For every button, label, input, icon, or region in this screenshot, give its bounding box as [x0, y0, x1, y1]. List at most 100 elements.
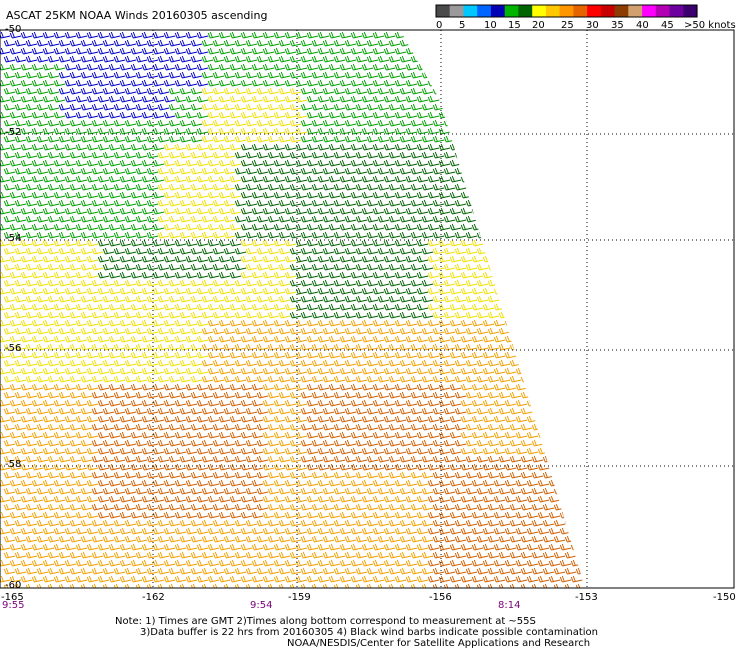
wind-barb	[300, 247, 313, 255]
wind-barb	[135, 135, 148, 143]
wind-barb	[130, 447, 143, 455]
wind-barb	[300, 487, 313, 495]
wind-barb	[548, 479, 561, 487]
wind-barb	[311, 487, 324, 495]
wind-barb	[410, 311, 423, 319]
wind-barb	[64, 159, 77, 167]
wind-barb	[69, 343, 82, 351]
wind-barb	[328, 191, 341, 199]
wind-barb	[174, 479, 187, 487]
wind-barb	[372, 319, 385, 327]
wind-barb	[372, 95, 385, 103]
wind-barb	[531, 263, 544, 271]
wind-barb	[86, 431, 99, 439]
wind-barb	[218, 447, 231, 455]
wind-barb	[102, 119, 115, 127]
wind-barb	[256, 535, 269, 543]
wind-barb	[333, 87, 346, 95]
wind-barb	[14, 551, 27, 559]
wind-barb	[317, 543, 330, 551]
wind-barb	[388, 183, 401, 191]
wind-barb	[124, 263, 137, 271]
wind-barb	[410, 519, 423, 527]
wind-barb	[427, 79, 440, 87]
wind-barb	[361, 399, 374, 407]
wind-barb	[53, 79, 66, 87]
wind-barb	[289, 375, 302, 383]
wind-barb	[388, 39, 401, 47]
wind-barb	[97, 559, 110, 567]
wind-barb	[515, 287, 528, 295]
wind-barb	[443, 247, 456, 255]
wind-barb	[295, 399, 308, 407]
wind-barb	[587, 168, 598, 174]
wind-barb	[14, 487, 27, 495]
wind-barb	[179, 39, 192, 47]
wind-barb	[157, 295, 170, 303]
wind-barb	[575, 535, 585, 543]
wind-barb	[234, 199, 247, 207]
wind-barb	[575, 39, 585, 47]
wind-barb	[520, 503, 533, 511]
wind-barb	[542, 407, 555, 415]
wind-barb	[251, 303, 264, 311]
wind-barb	[168, 519, 181, 527]
wind-barb	[344, 455, 357, 463]
wind-barb	[36, 327, 49, 335]
wind-barb	[36, 135, 49, 143]
wind-barb	[146, 503, 159, 511]
wind-barb	[498, 535, 511, 543]
wind-barb	[471, 191, 484, 199]
wind-barb	[311, 567, 324, 575]
wind-barb	[86, 127, 99, 135]
wind-barb	[482, 303, 495, 311]
wind-barb	[377, 519, 390, 527]
wind-barb	[317, 191, 330, 199]
wind-barb	[185, 175, 198, 183]
wind-barb	[300, 359, 313, 367]
legend-swatch	[532, 5, 547, 17]
wind-barb	[465, 359, 478, 367]
wind-barb	[394, 319, 407, 327]
wind-barb	[179, 551, 192, 559]
wind-barb	[465, 167, 478, 175]
wind-barb	[427, 287, 440, 295]
wind-barb	[119, 383, 132, 391]
wind-barb	[311, 407, 324, 415]
wind-barb	[361, 495, 374, 503]
wind-barb	[25, 119, 38, 127]
wind-barb	[174, 175, 187, 183]
wind-barb	[322, 231, 335, 239]
wind-barb	[311, 423, 324, 431]
wind-barb	[36, 567, 49, 575]
wind-barb	[97, 31, 110, 39]
wind-barb	[564, 519, 577, 527]
wind-barb	[234, 215, 247, 223]
wind-barb	[295, 447, 308, 455]
wind-barb	[471, 111, 484, 119]
wind-barb	[196, 143, 209, 151]
wind-barb	[405, 223, 418, 231]
wind-barb	[509, 391, 522, 399]
wind-barb	[410, 455, 423, 463]
wind-barb	[504, 431, 517, 439]
wind-barb	[306, 527, 319, 535]
wind-barb	[284, 191, 297, 199]
wind-barb	[174, 63, 187, 71]
wind-barb	[146, 231, 159, 239]
wind-barb	[113, 407, 126, 415]
wind-barb	[223, 487, 236, 495]
wind-barb	[229, 79, 242, 87]
wind-barb	[306, 399, 319, 407]
wind-barb	[113, 231, 126, 239]
wind-barb	[245, 103, 258, 111]
wind-barb	[251, 351, 264, 359]
wind-barb	[42, 47, 55, 55]
wind-barb	[553, 71, 566, 79]
wind-barb	[526, 111, 539, 119]
wind-barb	[20, 319, 33, 327]
wind-barb	[124, 311, 137, 319]
wind-barb	[130, 559, 143, 567]
wind-barb	[322, 423, 335, 431]
wind-barb	[20, 111, 33, 119]
